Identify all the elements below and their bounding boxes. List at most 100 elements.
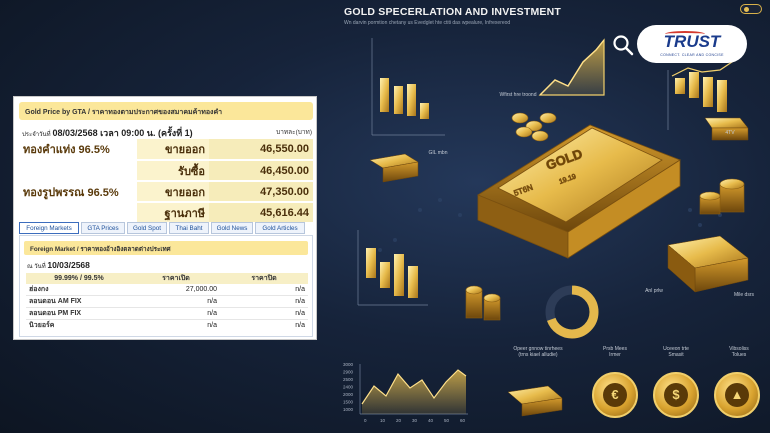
coin-stacks [465,112,745,321]
close-price: n/a [295,286,305,293]
x-axis-tick-label: 50 [444,418,450,423]
gold-bar-name [19,160,137,182]
world-map-dots [378,198,722,252]
gta-unit: บาทละ(บาท) [276,129,312,136]
tab-gta-prices[interactable]: GTA Prices [81,222,125,234]
y-axis-tick-label: 1500 [343,400,354,405]
open-price: n/a [132,319,220,331]
toggle-knob [744,7,749,12]
price-label: ฐานภาษี [137,202,209,224]
y-axis-tick-label: 2000 [343,392,354,397]
close-price: n/a [220,307,308,320]
y-axis-tick-label: 1000 [343,407,354,412]
close-price: n/a [220,319,308,331]
toggle-switch[interactable] [740,4,762,14]
table-row: รับซื้อ 46,450.00 [19,160,313,182]
x-axis-tick-label: 10 [380,418,386,423]
fm-date-label: ณ วันที่ [27,264,46,270]
gold-bar-name: ทองคำแท่ง 96.5% [19,139,137,161]
price-value: 46,450.00 [209,160,313,182]
gta-price-table: ทองคำแท่ง 96.5% ขายออก 46,550.00 รับซื้อ… [19,139,313,224]
bars-medallion: ▲ [714,372,760,418]
tab-gold-spot[interactable]: Gold Spot [127,222,167,234]
bottom-gold-bar [507,385,563,417]
caption-mbn: GIL mbn [428,150,448,156]
table-header-row: 99.99% / 99.5% ราคาเปิด ราคาปิด [26,273,308,284]
y-axis-tick-label: 2900 [343,370,354,375]
foreign-market-header: Foreign Market / ราคาทองอ้างอิงตลาดต่างป… [24,241,308,255]
price-value: 45,616.44 [209,202,313,224]
market-name: ลอนดอน AM FIX [26,295,132,308]
infographic-title: GOLD SPECERLATION AND INVESTMENT [344,6,561,18]
table-row: ทองรูปพรรณ 96.5% ขายออก 47,350.00 [19,181,313,203]
x-axis-tick-label: 0 [364,418,367,423]
foreign-market-date: ณ วันที่ 10/03/2568 [27,260,90,271]
caption-prlw: Anl prlw [645,288,663,294]
gold-price-widget: Gold Price by GTA / ราคาทองตามประกาศของส… [13,96,317,340]
right-bar-stack [667,235,749,293]
bottom-label-3: Uceeon trte Smasit [663,346,689,358]
ornament-name [19,202,137,224]
tab-gold-articles[interactable]: Gold Articles [255,222,305,234]
ornament-name: ทองรูปพรรณ 96.5% [19,181,137,203]
y-axis-tick-label: 3000 [343,362,354,367]
x-axis-tick-label: 40 [428,418,434,423]
small-gold-bars [369,117,749,183]
infographic-subtitle: Wn darvin pormtion chetany us Evedglet h… [344,20,511,26]
table-row: ทองคำแท่ง 96.5% ขายออก 46,550.00 [19,139,313,161]
top-bar-chart [371,38,445,136]
right-bar-chart [667,59,736,130]
tab-bar: Foreign Markets GTA Prices Gold Spot Tha… [19,222,313,234]
euro-icon: € [603,383,627,407]
y-axis-labels: 3000 2900 2500 2400 2000 1500 1000 [343,362,354,412]
price-label: ขายออก [137,181,209,203]
logo-swoosh [665,31,705,37]
tab-thai-baht[interactable]: Thai Baht [169,222,209,234]
tab-foreign-markets[interactable]: Foreign Markets [19,222,79,234]
table-row: ลอนดอน AM FIX n/a n/a [26,295,308,308]
gold-bars-icon: ▲ [725,383,749,407]
bottom-line-chart [359,364,468,415]
foreign-market-table: 99.99% / 99.5% ราคาเปิด ราคาปิด ฮ่องกง 2… [26,273,308,331]
x-axis-tick-label: 60 [460,418,466,423]
search-icon[interactable] [612,34,634,56]
open-price: n/a [132,307,220,320]
price-value: 46,550.00 [209,139,313,161]
price-label: รับซื้อ [137,160,209,182]
y-axis-tick-label: 2400 [343,385,354,390]
x-axis-labels: 0 10 20 30 40 50 60 [364,418,466,423]
caption-troond: Wfirst hre troond [499,92,537,98]
bottom-label-4: Vibsoliss Tolues [729,346,749,358]
foreign-market-panel: Foreign Market / ราคาทองอ้างอิงตลาดต่างป… [19,235,313,337]
open-price: 27,000.00 [185,286,217,293]
table-row: ลอนดอน PM FIX n/a n/a [26,307,308,320]
logo-tagline: CONNECT. CLEAR AND CONCISE [660,53,724,57]
column-open: ราคาเปิด [132,273,220,284]
donut-chart [545,285,599,339]
bottom-label-1: Opeer gnnow tinrhees (trns kiael alludie… [513,346,563,358]
price-value: 47,350.00 [209,181,313,203]
market-name: ฮ่องกง [29,286,49,293]
open-price: n/a [132,295,220,308]
y-axis-tick-label: 2500 [343,377,354,382]
gta-header: Gold Price by GTA / ราคาทองตามประกาศของส… [19,102,313,120]
x-axis-tick-label: 20 [396,418,402,423]
table-row: ฮ่องกง 27,000.00 n/a [26,284,308,296]
trust-logo: TRUST CONNECT. CLEAR AND CONCISE [637,25,747,63]
logo-brand: TRUST [663,32,721,51]
gta-date-row: ประจำวันที่ 08/03/2568 เวลา 09:00 น. (คร… [22,126,312,138]
table-row: ฐานภาษี 45,616.44 [19,202,313,224]
gta-date-label: ประจำวันที่ [22,132,51,138]
x-axis-tick-label: 30 [412,418,418,423]
dollar-icon: $ [664,383,688,407]
tab-gold-news[interactable]: Gold News [211,222,253,234]
rising-area-chart [538,38,605,96]
table-row: นิวยอร์ค n/a n/a [26,319,308,331]
price-label: ขายออก [137,139,209,161]
gta-date-value: 08/03/2568 เวลา 09:00 น. (ครั้งที่ 1) [52,128,193,138]
column-close: ราคาปิด [220,273,308,284]
lower-bar-chart [357,230,428,306]
bottom-label-2: Prsb Mees Irmer [603,346,627,358]
market-name: นิวยอร์ค [26,319,132,331]
